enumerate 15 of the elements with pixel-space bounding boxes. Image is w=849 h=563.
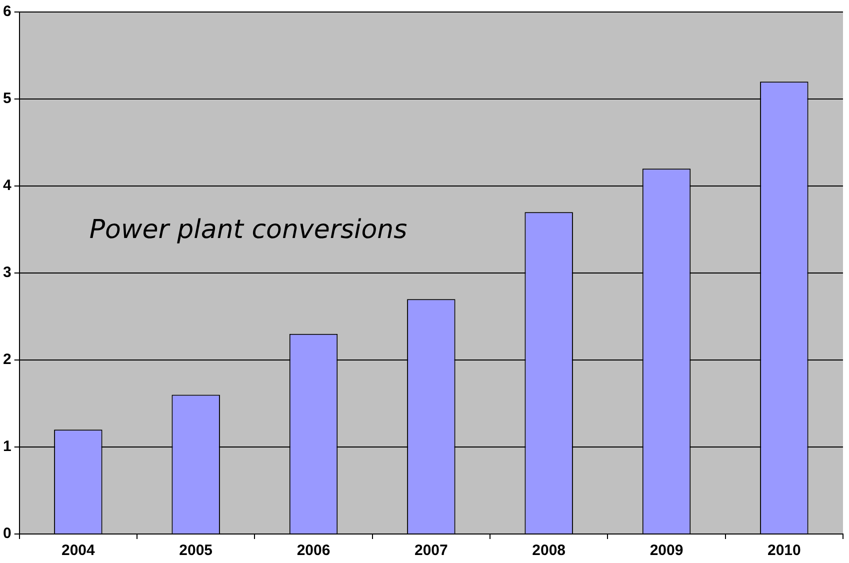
y-tick-label: 6 bbox=[3, 3, 12, 20]
y-tick-label: 2 bbox=[3, 351, 12, 368]
x-tick-label: 2006 bbox=[296, 542, 330, 560]
annotation: Power plant conversions bbox=[89, 214, 408, 245]
x-tick-label: 2007 bbox=[414, 542, 448, 560]
y-tick-label: 4 bbox=[3, 177, 12, 194]
x-tick-label: 2005 bbox=[179, 542, 213, 560]
x-tick-label: 2004 bbox=[61, 542, 96, 560]
y-tick-label: 3 bbox=[3, 264, 12, 282]
x-tick-label: 2010 bbox=[767, 542, 801, 560]
y-tick-label: 0 bbox=[3, 525, 12, 542]
y-tick-label: 1 bbox=[3, 438, 12, 456]
x-tick-label: 2009 bbox=[650, 542, 684, 560]
x-tick-label: 2008 bbox=[532, 542, 566, 560]
y-tick-label: 5 bbox=[3, 90, 12, 108]
